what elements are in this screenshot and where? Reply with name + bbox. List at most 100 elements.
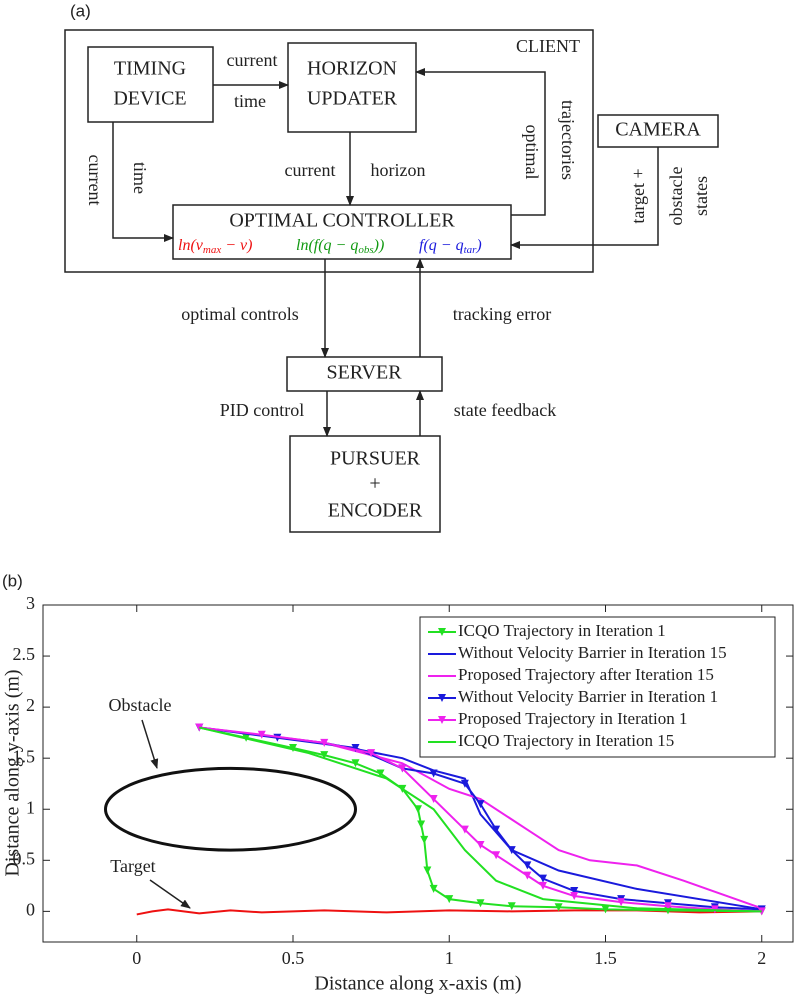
marker	[507, 902, 516, 911]
marker	[492, 825, 501, 834]
timing-label: TIMING	[114, 58, 186, 80]
panel-a: (a) CLIENT TIMING DEVICE HORIZON UPDATER…	[64, 1, 719, 533]
x-tick-label: 0	[132, 948, 141, 968]
edge-label: trajectories	[558, 100, 578, 180]
controller-term: ln(vmax − v)	[178, 237, 252, 256]
horizon-label: HORIZON	[307, 58, 397, 80]
annotation-arrow	[149, 879, 191, 909]
marker	[376, 769, 385, 778]
term-part: − v)	[221, 237, 252, 254]
marker	[429, 795, 438, 804]
series-line	[199, 726, 762, 911]
edge-label: time	[234, 91, 266, 111]
marker	[420, 835, 429, 844]
camera-label: CAMERA	[615, 119, 701, 141]
legend-marker	[438, 716, 446, 724]
term-subscript: obs	[358, 244, 373, 256]
edge-label: current	[285, 160, 336, 180]
marker	[398, 764, 407, 773]
annotation-arrow	[141, 719, 159, 769]
term-part: ln(f(q − q	[296, 237, 358, 254]
marker	[507, 846, 516, 855]
x-tick-label: 2	[757, 948, 766, 968]
edge-label: PID control	[220, 400, 305, 420]
legend-label: Proposed Trajectory after Iteration 15	[458, 665, 714, 684]
marker	[367, 749, 376, 758]
marker	[460, 779, 469, 788]
obstacle	[104, 766, 357, 852]
marker	[351, 743, 360, 752]
arrow	[112, 122, 174, 242]
marker	[539, 881, 547, 890]
panel-label: (b)	[2, 571, 23, 590]
x-tick-label: 0.5	[282, 948, 305, 968]
edge-label: optimal controls	[181, 304, 298, 324]
edge-label: current	[227, 50, 278, 70]
controller-term: ln(f(q − qobs))	[296, 237, 384, 256]
annotation: Obstacle	[109, 695, 172, 715]
marker	[492, 851, 501, 860]
controller-box	[172, 204, 512, 260]
panel-b: (b) Distance along x-axis (m) Distance a…	[2, 571, 794, 995]
term-part: f(q − q	[419, 237, 464, 254]
marker	[423, 866, 432, 875]
y-axis-label: Distance along y-axis (m)	[2, 669, 24, 876]
legend-box	[419, 616, 776, 758]
arrow	[510, 147, 659, 249]
timing-label: DEVICE	[113, 88, 186, 110]
marker	[523, 871, 532, 880]
marker	[523, 861, 532, 870]
edge-label: obstacle	[666, 167, 686, 226]
marker	[320, 751, 329, 760]
y-tick-label: 1.5	[13, 746, 36, 766]
term-subscript: tar	[464, 244, 478, 256]
series-line	[199, 726, 762, 913]
y-tick-label: 1	[26, 797, 35, 817]
pursuer-label: ENCODER	[328, 500, 423, 522]
term-subscript: max	[203, 244, 221, 256]
legend-marker	[438, 694, 446, 702]
marker	[476, 899, 485, 908]
y-tick-label: 2.5	[13, 644, 36, 664]
annotation: Target	[110, 856, 155, 876]
arrow	[415, 68, 546, 216]
pursuer-label: +	[369, 473, 380, 495]
server-label: SERVER	[326, 362, 402, 384]
marker	[320, 738, 329, 747]
marker	[429, 769, 438, 778]
marker	[476, 840, 485, 849]
server-box	[286, 356, 443, 392]
edge-label: time	[130, 162, 150, 194]
term-part: )	[475, 237, 481, 254]
horizon-label: UPDATER	[307, 88, 398, 110]
x-tick-label: 1	[445, 948, 454, 968]
marker	[617, 898, 626, 907]
panel-label: (a)	[70, 1, 91, 20]
pursuer-box	[289, 435, 441, 533]
marker	[289, 743, 297, 752]
legend-marker	[438, 628, 446, 636]
term-part: ln(v	[178, 237, 204, 254]
plot-frame	[42, 604, 794, 943]
edge-label: target +	[628, 168, 648, 223]
legend-label: Proposed Trajectory in Iteration 1	[458, 709, 687, 728]
marker	[554, 903, 563, 912]
edge-label: states	[691, 176, 711, 216]
marker	[460, 825, 469, 834]
legend-label: Without Velocity Barrier in Iteration 15	[458, 643, 727, 662]
marker	[417, 820, 426, 829]
marker	[351, 759, 360, 768]
legend-label: ICQO Trajectory in Iteration 15	[458, 731, 674, 750]
y-tick-label: 0.5	[13, 848, 36, 868]
marker	[445, 895, 454, 904]
marker	[476, 800, 485, 809]
edge-label: horizon	[371, 160, 426, 180]
controller-terms: ln(vmax − v) ln(f(q − qobs)) f(q − qtar)	[178, 237, 482, 256]
controller-term: f(q − qtar)	[419, 237, 482, 256]
y-tick-label: 0	[26, 899, 35, 919]
client-label: CLIENT	[516, 36, 580, 56]
y-tick-label: 2	[26, 695, 35, 715]
marker	[414, 805, 422, 814]
edge-label: tracking error	[453, 304, 551, 324]
